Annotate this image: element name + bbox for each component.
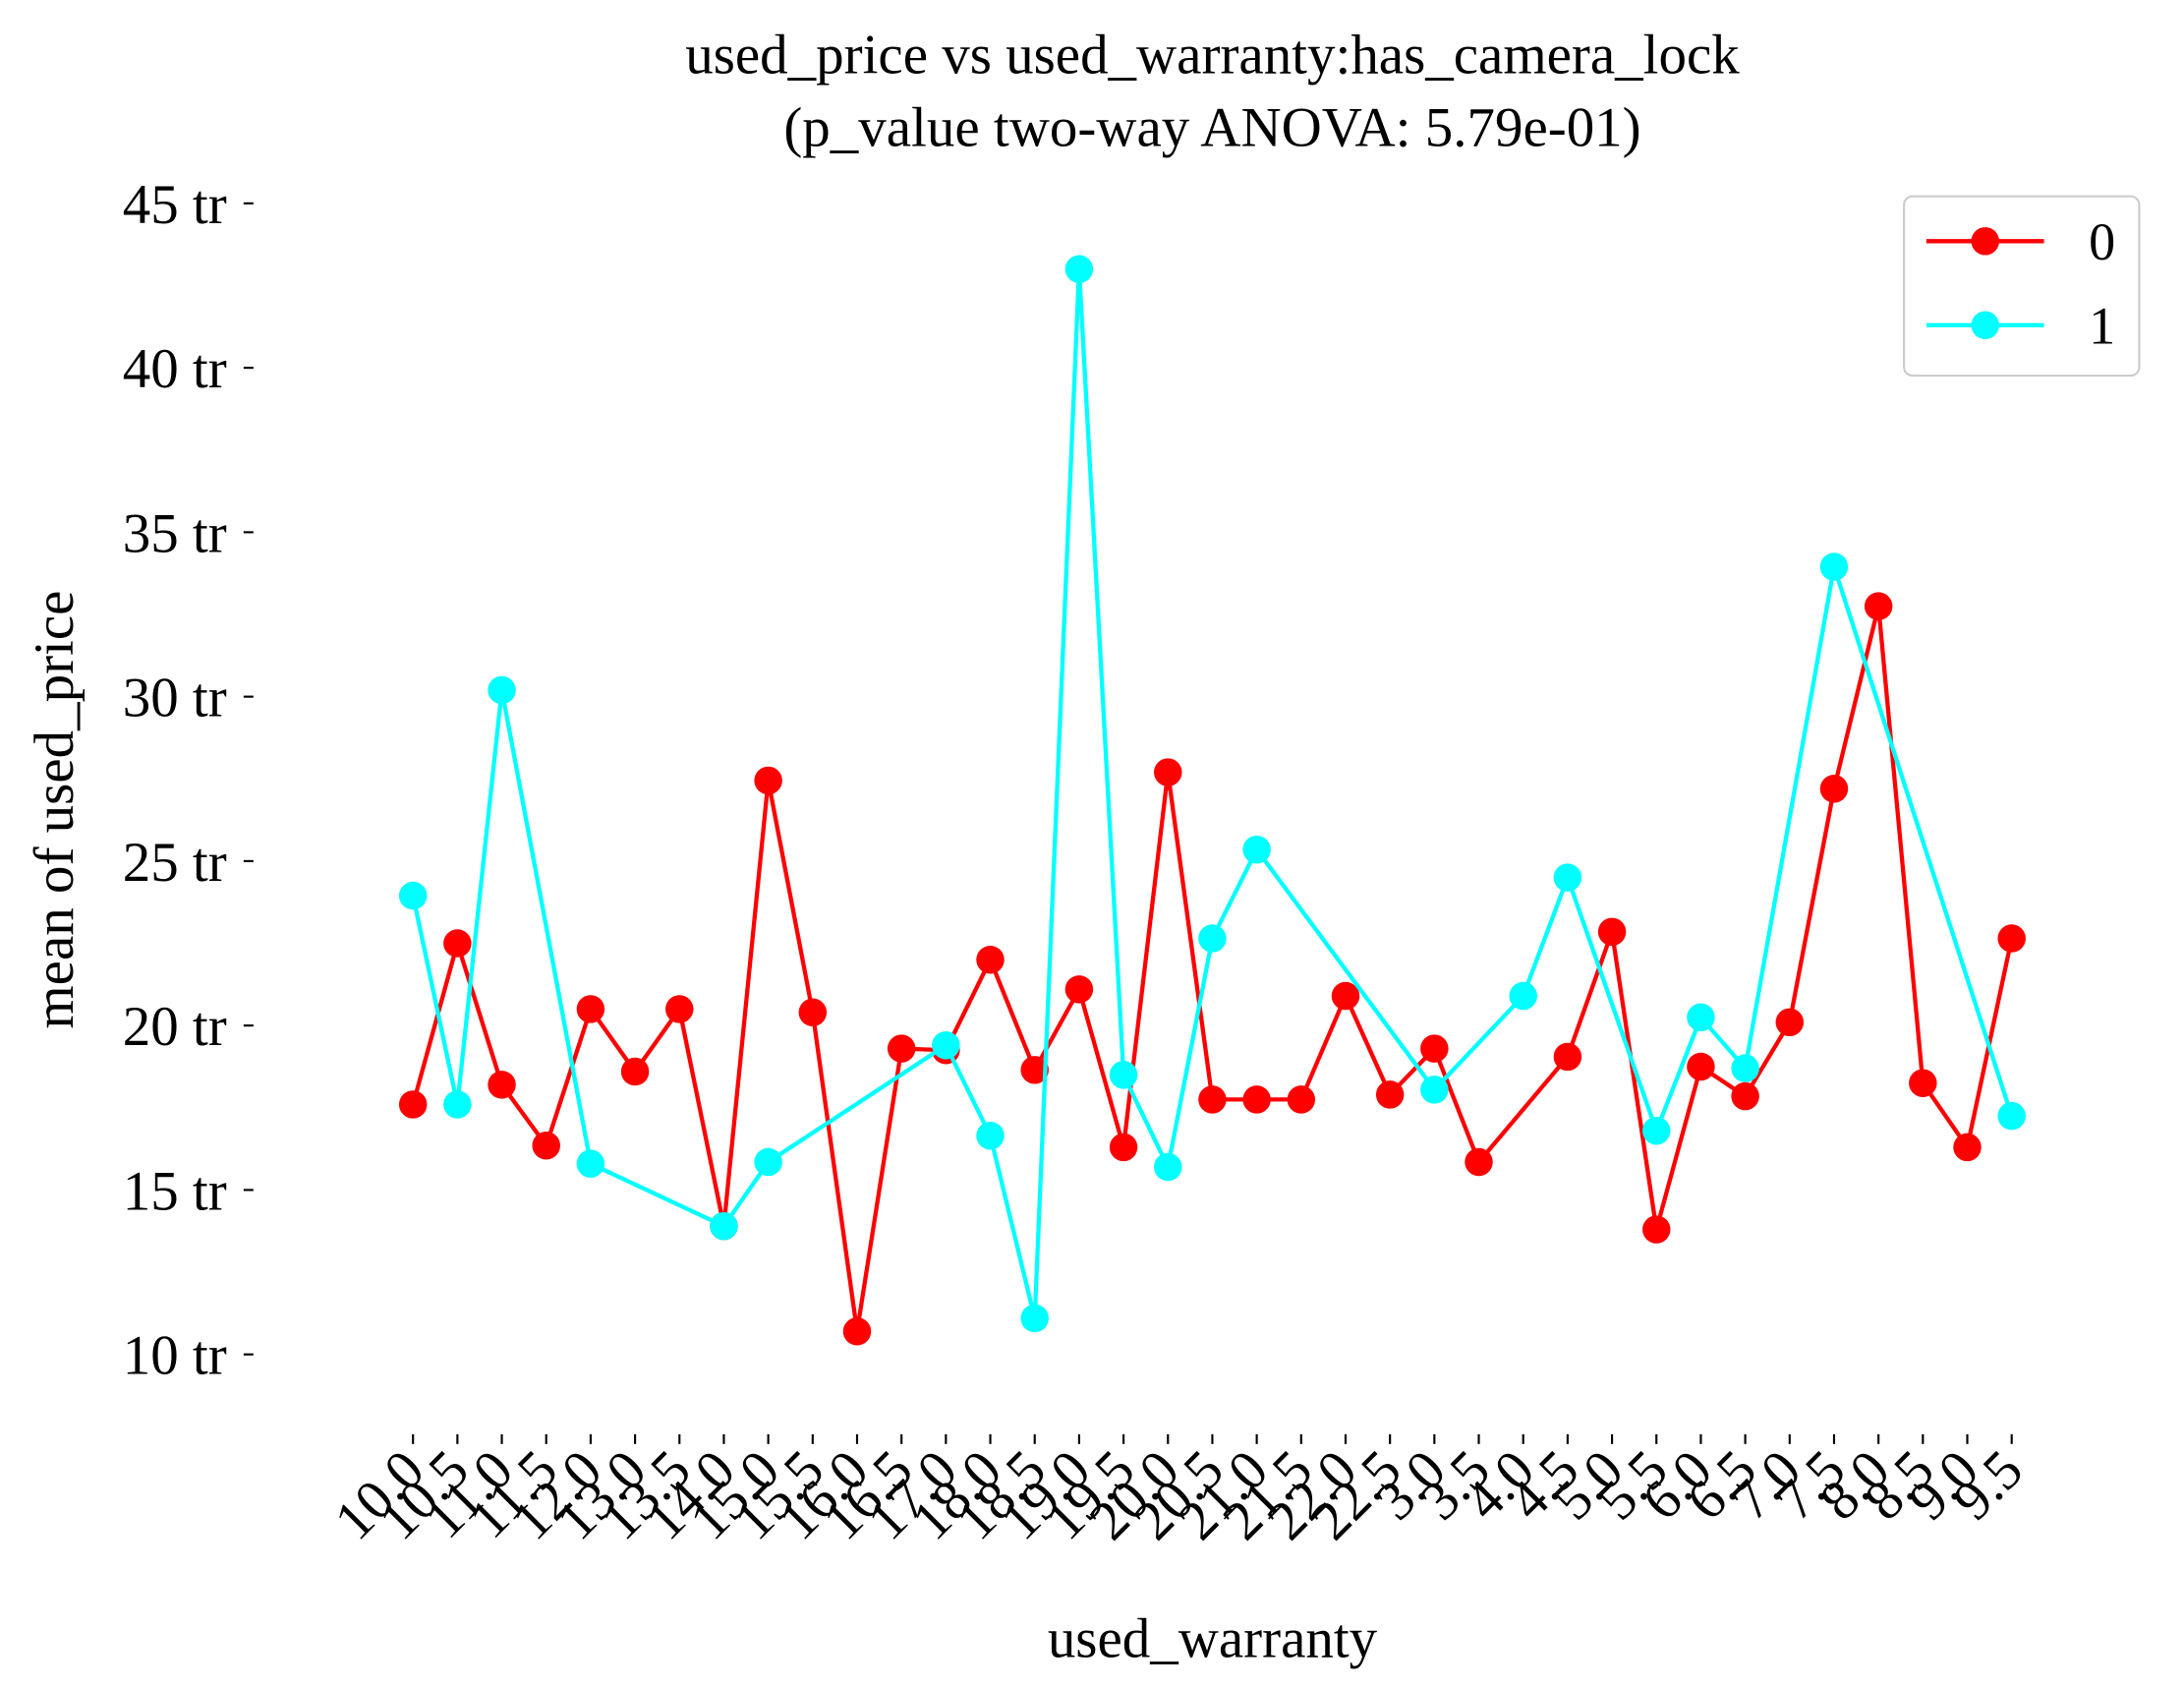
legend-label: 1 (2089, 296, 2115, 355)
y-tick-label: 15 tr (123, 1160, 227, 1222)
point (1687, 1003, 1715, 1032)
chart-subtitle: (p_value two-way ANOVA: 5.79e-01) (783, 96, 1640, 158)
point (710, 1211, 738, 1241)
x-axis-label: used_warranty (1048, 1607, 1378, 1669)
point (1198, 924, 1227, 953)
point (488, 1071, 516, 1099)
point (620, 1057, 650, 1086)
point (1642, 1215, 1671, 1244)
point (1731, 1081, 1759, 1111)
point (1064, 975, 1094, 1004)
y-tick-label: 10 tr (123, 1325, 227, 1387)
point (1154, 758, 1182, 786)
point (1687, 1052, 1715, 1081)
legend-marker (1971, 311, 1999, 340)
point (1953, 1133, 1982, 1162)
point (1109, 1133, 1138, 1162)
point (1819, 553, 1849, 581)
point (576, 1149, 605, 1178)
legend-marker (1971, 227, 1999, 256)
y-axis-label: mean of used_price (24, 591, 86, 1029)
point (1997, 924, 2026, 953)
point (1997, 1101, 2026, 1131)
point (842, 1317, 872, 1346)
point (398, 881, 428, 910)
point (1420, 1034, 1449, 1063)
y-tick-label: 30 tr (123, 668, 227, 729)
point (488, 675, 516, 705)
point (443, 1090, 472, 1119)
point (1109, 1061, 1138, 1089)
point (1198, 1085, 1227, 1114)
point (1242, 1085, 1271, 1114)
point (1864, 592, 1893, 620)
point (1287, 1085, 1316, 1114)
point (976, 1121, 1005, 1150)
y-tick-label: 25 tr (123, 832, 227, 894)
point (1909, 1069, 1937, 1097)
point (532, 1132, 560, 1160)
point (1465, 1147, 1493, 1177)
point (754, 1147, 782, 1177)
point (665, 995, 694, 1023)
y-tick-label: 20 tr (123, 996, 227, 1058)
point (398, 1090, 428, 1119)
point (1375, 1080, 1405, 1109)
point (932, 1030, 960, 1060)
point (1242, 835, 1271, 864)
point (1154, 1152, 1182, 1182)
point (1509, 981, 1537, 1011)
y-tick-label: 45 tr (123, 174, 227, 236)
y-tick-label: 40 tr (123, 338, 227, 400)
series-line (411, 606, 2014, 1332)
point (1420, 1076, 1449, 1104)
point (1642, 1116, 1671, 1145)
y-tick-label: 35 tr (123, 502, 227, 564)
chart-title: used_price vs used_warranty:has_camera_l… (685, 24, 1740, 86)
point (798, 998, 828, 1027)
point (1064, 255, 1094, 284)
point (754, 766, 782, 795)
point (1553, 863, 1582, 892)
point (576, 995, 605, 1023)
point (1020, 1056, 1049, 1084)
point (1597, 917, 1627, 947)
point (1020, 1304, 1049, 1333)
point (1331, 981, 1360, 1011)
point (1819, 775, 1849, 803)
point (443, 929, 472, 958)
point (1731, 1054, 1759, 1082)
point (1553, 1042, 1582, 1072)
point (1775, 1008, 1805, 1037)
series-line (411, 268, 2014, 1319)
point (976, 946, 1005, 974)
legend-label: 0 (2089, 212, 2115, 271)
point (887, 1034, 916, 1063)
